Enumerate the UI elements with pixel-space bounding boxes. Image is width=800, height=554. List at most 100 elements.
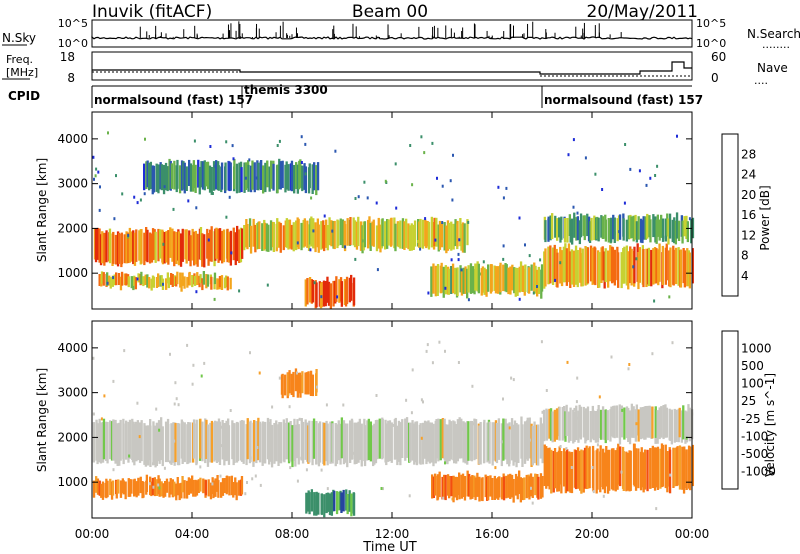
range-gate-cell <box>479 422 482 465</box>
range-gate-cell <box>311 420 314 466</box>
range-gate-cell <box>409 144 412 147</box>
range-gate-cell <box>209 422 212 463</box>
range-gate-cell <box>234 232 237 266</box>
range-gate-cell <box>418 221 421 248</box>
range-gate-cell <box>296 241 299 245</box>
range-gate-cell <box>466 268 469 299</box>
range-gate-cell <box>519 261 523 292</box>
range-gate-cell <box>254 474 257 478</box>
range-gate-cell <box>653 299 656 303</box>
range-gate-cell <box>276 144 279 147</box>
range-gate-cell <box>320 493 324 515</box>
range-gate-cell <box>424 217 427 221</box>
range-gate-cell <box>96 423 99 465</box>
range-gate-cell <box>220 162 224 190</box>
range-gate-cell <box>674 220 678 245</box>
range-gate-cell <box>526 417 529 461</box>
range-gate-cell <box>189 163 193 192</box>
range-gate-cell <box>318 421 322 463</box>
range-gate-cell <box>394 223 397 252</box>
range-gate-cell <box>260 160 263 190</box>
range-gate-cell <box>95 421 98 425</box>
range-gate-cell <box>305 468 308 472</box>
range-gate-cell <box>572 205 575 209</box>
range-gate-cell <box>133 423 136 466</box>
range-gate-cell <box>499 262 502 293</box>
range-gate-cell <box>506 423 509 465</box>
range-gate-cell <box>545 446 548 489</box>
range-gate-cell <box>550 449 553 494</box>
cpid-mode-label: themis 3300 <box>244 83 328 97</box>
range-gate-cell <box>481 266 485 293</box>
range-gate-cell <box>471 384 474 388</box>
range-gate-cell <box>344 245 346 249</box>
range-gate-cell <box>619 446 622 487</box>
range-gate-cell <box>645 183 648 187</box>
range-gate-cell <box>214 420 217 461</box>
range-gate-cell <box>664 218 668 242</box>
range-gate-cell <box>556 452 559 492</box>
range-gate-cell <box>567 243 571 283</box>
range-gate-cell <box>385 423 388 466</box>
range-gate-cell <box>194 230 198 265</box>
range-gate-cell <box>554 278 557 282</box>
range-gate-cell <box>249 165 253 193</box>
range-gate-cell <box>672 249 675 286</box>
range-gate-cell <box>494 466 497 470</box>
range-gate-cell <box>239 227 243 263</box>
range-gate-cell <box>420 398 423 402</box>
range-gate-cell <box>502 264 505 292</box>
range-gate-cell <box>680 410 684 443</box>
range-gate-cell <box>268 166 271 192</box>
range-gate-cell <box>649 448 652 489</box>
range-gate-cell <box>282 225 285 251</box>
range-gate-cell <box>278 221 281 248</box>
range-gate-cell <box>188 230 191 261</box>
range-gate-cell <box>169 478 172 495</box>
range-gate-cell <box>226 276 229 291</box>
range-gate-cell <box>421 422 425 465</box>
range-gate-cell <box>577 410 580 443</box>
range-gate-cell <box>267 224 270 252</box>
range-gate-cell <box>672 447 675 488</box>
range-gate-cell <box>394 417 397 460</box>
range-gate-cell <box>641 407 645 439</box>
range-gate-cell <box>661 245 665 285</box>
range-gate-cell <box>240 167 243 193</box>
range-gate-cell <box>149 476 152 496</box>
range-gate-cell <box>539 473 543 499</box>
range-gate-cell <box>401 419 404 458</box>
range-gate-cell <box>483 419 486 463</box>
range-gate-cell <box>258 371 261 375</box>
range-gate-cell <box>272 222 276 252</box>
range-gate-cell <box>287 164 290 191</box>
range-gate-cell <box>572 138 575 142</box>
range-gate-cell <box>105 230 108 263</box>
range-gate-cell <box>641 220 644 244</box>
range-gate-cell <box>673 447 676 487</box>
range-gate-cell <box>183 162 186 194</box>
range-gate-cell <box>688 217 691 221</box>
range-gate-cell <box>514 473 518 496</box>
range-gate-cell <box>331 423 334 464</box>
range-gate-cell <box>327 281 331 306</box>
colorbar-frame <box>721 330 739 490</box>
range-gate-cell <box>105 421 108 461</box>
range-gate-cell <box>488 421 491 464</box>
range-gate-cell <box>276 164 279 194</box>
range-gate-cell <box>447 268 451 295</box>
range-gate-cell <box>634 214 637 240</box>
range-gate-cell <box>596 448 599 490</box>
range-gate-cell <box>289 421 292 462</box>
range-gate-cell <box>289 466 292 470</box>
range-gate-cell <box>199 477 202 492</box>
range-gate-cell <box>169 227 172 258</box>
range-gate-cell <box>502 196 505 200</box>
range-gate-cell <box>176 477 179 496</box>
range-gate-cell <box>279 222 282 253</box>
range-gate-cell <box>300 456 303 460</box>
range-gate-cell <box>435 419 438 459</box>
range-gate-cell <box>612 214 615 240</box>
range-gate-cell <box>467 298 470 302</box>
range-gate-cell <box>199 274 202 284</box>
